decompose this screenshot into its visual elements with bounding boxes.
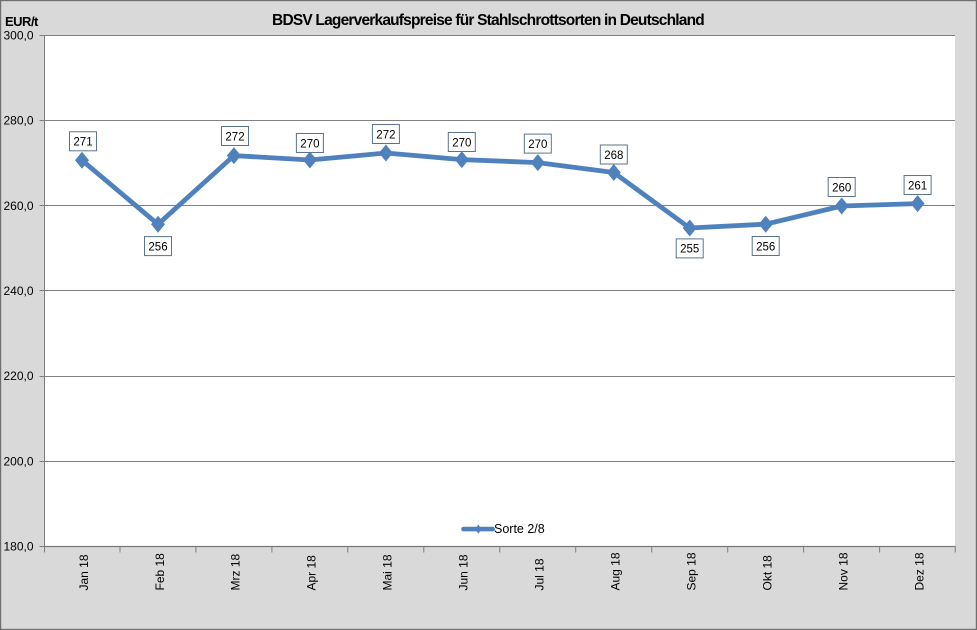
svg-text:256: 256 <box>756 241 775 253</box>
svg-text:Mai 18: Mai 18 <box>381 554 395 590</box>
svg-text:Jan 18: Jan 18 <box>77 554 91 590</box>
svg-text:Sorte 2/8: Sorte 2/8 <box>494 522 545 536</box>
svg-text:280,0: 280,0 <box>3 114 33 128</box>
svg-text:Feb 18: Feb 18 <box>153 553 167 591</box>
svg-text:261: 261 <box>908 180 927 192</box>
svg-text:256: 256 <box>148 241 167 253</box>
svg-text:260,0: 260,0 <box>3 199 33 213</box>
svg-text:Sep 18: Sep 18 <box>685 552 699 590</box>
svg-text:272: 272 <box>376 129 395 141</box>
svg-text:271: 271 <box>73 137 92 149</box>
svg-text:Apr 18: Apr 18 <box>305 555 319 591</box>
svg-text:220,0: 220,0 <box>3 369 33 383</box>
svg-text:Aug 18: Aug 18 <box>609 552 623 590</box>
svg-text:270: 270 <box>452 137 471 149</box>
svg-text:Nov 18: Nov 18 <box>837 552 851 590</box>
svg-text:272: 272 <box>225 131 244 143</box>
svg-text:270: 270 <box>528 139 547 151</box>
svg-text:EUR/t: EUR/t <box>5 14 39 29</box>
svg-text:180,0: 180,0 <box>3 539 33 553</box>
svg-text:Okt 18: Okt 18 <box>761 555 775 591</box>
svg-text:200,0: 200,0 <box>3 454 33 468</box>
svg-text:268: 268 <box>604 150 623 162</box>
svg-text:Dez 18: Dez 18 <box>912 552 926 590</box>
svg-text:Jun 18: Jun 18 <box>457 554 471 590</box>
svg-text:BDSV Lagerverkaufspreise für S: BDSV Lagerverkaufspreise für Stahlschrot… <box>272 12 704 29</box>
svg-text:240,0: 240,0 <box>3 284 33 298</box>
svg-text:Mrz 18: Mrz 18 <box>229 554 243 591</box>
svg-text:270: 270 <box>300 138 319 150</box>
svg-text:300,0: 300,0 <box>3 29 33 43</box>
svg-text:Jul 18: Jul 18 <box>533 558 547 590</box>
svg-text:260: 260 <box>832 182 851 194</box>
svg-text:255: 255 <box>680 244 699 256</box>
